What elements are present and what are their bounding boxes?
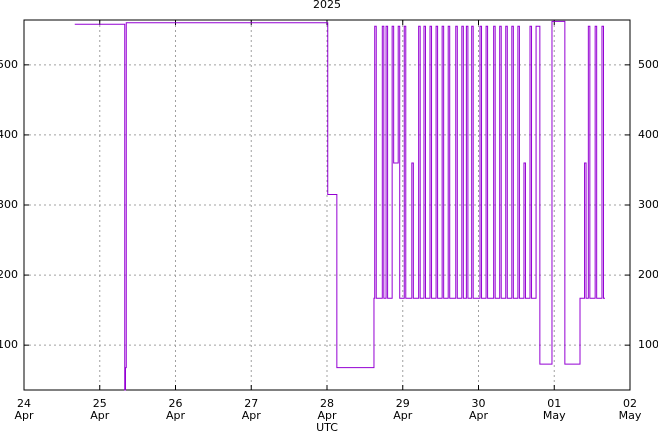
plot-border [23, 19, 631, 391]
x-tick-label: 01 May [543, 397, 566, 422]
y-tick-label: 100 [0, 338, 18, 351]
x-tick-label: 29 Apr [393, 397, 413, 422]
x-tick-label: 02 May [619, 397, 642, 422]
y2-tick-label: 100 [638, 338, 658, 351]
y-tick-label: 200 [0, 268, 18, 281]
x-tick-label: 30 Apr [469, 397, 489, 422]
y2-tick-label: 500 [638, 58, 658, 71]
x-tick-label: 26 Apr [166, 397, 186, 422]
x-axis-label: UTC [316, 421, 338, 432]
chart-title: 2025 [313, 0, 341, 11]
data-line [74, 20, 606, 391]
y-tick-label: 300 [0, 198, 18, 211]
y2-tick-label: 200 [638, 268, 658, 281]
x-tick-label: 27 Apr [242, 397, 262, 422]
x-tick-label: 24 Apr [14, 397, 34, 422]
y-tick-label: 500 [0, 58, 18, 71]
y-tick-label: 400 [0, 128, 18, 141]
y2-tick-label: 300 [638, 198, 658, 211]
x-tick-label: 25 Apr [90, 397, 110, 422]
y2-tick-label: 400 [638, 128, 658, 141]
x-tick-label: 28 Apr [317, 397, 337, 422]
